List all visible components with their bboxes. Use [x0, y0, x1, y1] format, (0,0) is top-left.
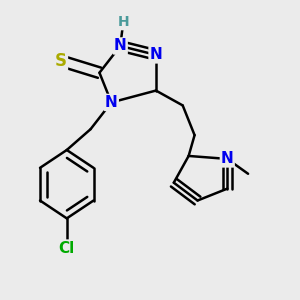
Text: S: S: [55, 52, 67, 70]
Text: N: N: [105, 95, 118, 110]
Text: Cl: Cl: [59, 241, 75, 256]
Text: N: N: [221, 152, 234, 166]
Text: N: N: [150, 47, 162, 62]
Text: N: N: [114, 38, 127, 53]
Text: H: H: [117, 15, 129, 29]
